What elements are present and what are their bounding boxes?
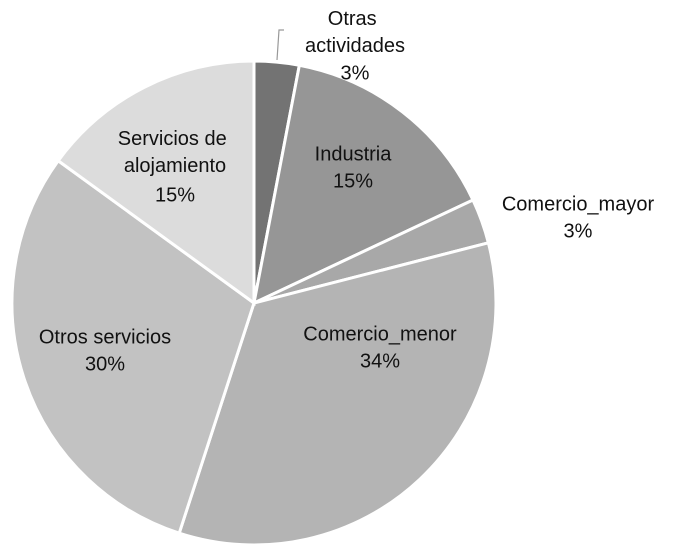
pie-slice: [56, 59, 256, 306]
pie-slice: [10, 158, 256, 536]
label-line: Otras: [328, 8, 382, 30]
value-label: 15%: [155, 184, 195, 206]
slice-label: Otras actividades: [305, 8, 405, 57]
slice-label: Comercio_mayor: [502, 193, 655, 215]
slice-label: Otros servicios: [39, 326, 171, 348]
leader-line: [276, 29, 284, 61]
value-label: 15%: [333, 170, 373, 192]
label-line: actividades: [305, 35, 405, 57]
slice-label: Comercio_menor: [303, 323, 457, 345]
slice-label: Servicios de alojamiento: [118, 128, 233, 177]
pie-slice: [251, 63, 475, 306]
label-line: Servicios de: [118, 128, 233, 150]
pie-slice: [177, 240, 498, 547]
value-label: 34%: [360, 350, 400, 372]
slice-label: Industria: [315, 143, 393, 165]
label-line: alojamiento: [124, 155, 226, 177]
value-label: 3%: [564, 220, 593, 242]
value-label: 30%: [85, 353, 125, 375]
value-label: 3%: [341, 62, 370, 84]
